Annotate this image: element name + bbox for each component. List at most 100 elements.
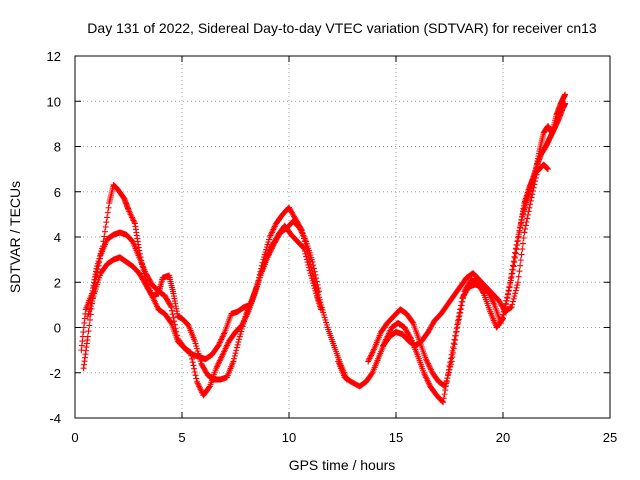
data-point	[510, 258, 517, 265]
data-point	[514, 238, 521, 245]
data-point	[315, 288, 322, 295]
data-point	[500, 311, 507, 318]
data-point	[452, 337, 459, 344]
y-tick-label: 6	[54, 185, 61, 200]
data-point	[86, 316, 93, 323]
data-point	[450, 345, 457, 352]
data-point	[519, 240, 526, 247]
data-point	[103, 219, 110, 226]
data-point	[509, 262, 516, 269]
data-point	[529, 187, 536, 194]
data-point	[510, 263, 517, 270]
data-point	[449, 354, 456, 361]
data-point	[440, 399, 447, 406]
data-point	[530, 184, 537, 191]
data-point	[457, 305, 464, 312]
data-point	[94, 266, 101, 273]
data-point	[509, 298, 516, 305]
data-points	[78, 91, 569, 406]
data-point	[101, 228, 108, 235]
data-point	[514, 234, 521, 241]
data-point	[562, 91, 569, 98]
data-point	[236, 336, 243, 343]
data-point	[453, 328, 460, 335]
data-point	[409, 318, 416, 325]
data-point	[231, 352, 238, 359]
data-point	[85, 328, 92, 335]
data-point	[507, 279, 514, 286]
data-point	[503, 297, 510, 304]
series-track-3	[84, 218, 322, 399]
data-point	[104, 209, 111, 216]
data-point	[512, 250, 519, 257]
data-point	[95, 262, 102, 269]
data-point	[451, 341, 458, 348]
data-point	[233, 344, 240, 351]
data-point	[104, 214, 111, 221]
data-point	[508, 270, 515, 277]
data-point	[447, 361, 454, 368]
data-point	[460, 291, 467, 298]
y-tick-label: 2	[54, 275, 61, 290]
data-point	[544, 166, 551, 173]
x-tick-label: 0	[71, 430, 78, 445]
data-point	[510, 295, 517, 302]
data-point	[506, 283, 513, 290]
data-point	[441, 391, 448, 398]
data-point	[516, 268, 523, 275]
axis-ticks	[74, 55, 611, 419]
data-point	[527, 197, 534, 204]
data-point	[522, 222, 529, 229]
y-tick-label: -2	[49, 366, 61, 381]
x-tick-label: 15	[389, 430, 403, 445]
data-point	[442, 383, 449, 390]
data-point	[499, 316, 506, 323]
series-track-5	[365, 91, 569, 390]
data-point	[167, 302, 174, 309]
data-point	[455, 316, 462, 323]
data-point	[517, 220, 524, 227]
data-point	[368, 370, 375, 377]
data-point	[529, 191, 536, 198]
data-point	[509, 266, 516, 273]
tick-labels: 0 5 10 15 20 25 -4 -2 0 2 4 6 8 10 12	[47, 49, 618, 445]
y-axis-label: SDTVAR / TECUs	[7, 181, 23, 293]
data-point	[517, 262, 524, 269]
y-tick-label: 12	[47, 49, 61, 64]
data-point	[532, 178, 539, 185]
data-point	[511, 293, 518, 300]
data-point	[524, 215, 531, 222]
y-tick-label: 10	[47, 94, 61, 109]
series-track-2	[80, 204, 350, 383]
data-point	[456, 312, 463, 319]
data-point	[532, 174, 539, 181]
data-point	[442, 380, 449, 387]
data-point	[447, 355, 454, 362]
data-point	[511, 259, 518, 266]
data-point	[526, 204, 533, 211]
data-point	[522, 225, 529, 232]
data-point	[447, 363, 454, 370]
data-point	[523, 218, 530, 225]
y-tick-label: 4	[54, 230, 61, 245]
data-point	[521, 229, 528, 236]
data-point	[170, 314, 177, 321]
x-tick-label: 20	[496, 430, 510, 445]
data-point	[513, 284, 520, 291]
data-point	[440, 395, 447, 402]
chart-title: Day 131 of 2022, Sidereal Day-to-day VTE…	[87, 20, 597, 36]
y-tick-label: -4	[49, 411, 61, 426]
data-point	[512, 290, 519, 297]
data-point	[450, 349, 457, 356]
data-point	[188, 355, 195, 362]
data-point	[450, 340, 457, 347]
data-point	[505, 287, 512, 294]
data-point	[96, 255, 103, 262]
data-point	[169, 307, 176, 314]
data-point	[520, 235, 527, 242]
data-point	[190, 362, 197, 369]
data-point	[312, 271, 319, 278]
data-point	[459, 298, 466, 305]
data-point	[169, 311, 176, 318]
